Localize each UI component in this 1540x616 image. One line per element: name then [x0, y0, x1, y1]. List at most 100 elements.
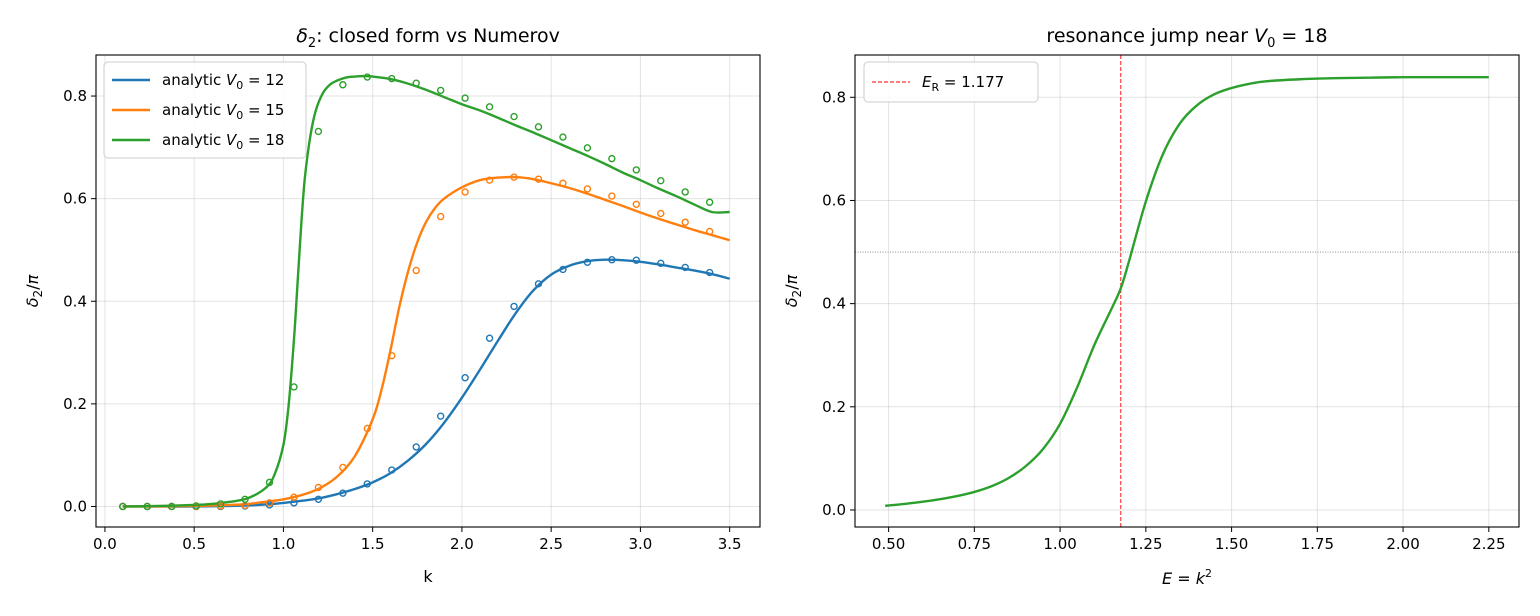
x-tick-label: 1.75	[1301, 535, 1334, 553]
y-tick-label: 0.2	[822, 398, 846, 416]
numerov-point-0	[657, 259, 665, 267]
right-y-axis-label: δ2/π	[782, 274, 804, 307]
numerov-point-2	[388, 74, 396, 83]
y-tick-label: 0.6	[822, 191, 846, 209]
numerov-point-1	[339, 463, 347, 472]
left-plot-area	[119, 73, 730, 511]
numerov-point-0	[485, 334, 494, 342]
numerov-point-2	[510, 112, 518, 121]
x-tick-label: 2.00	[1386, 535, 1419, 553]
x-tick-label: 0.5	[182, 535, 206, 553]
left-series-line-1	[122, 175, 730, 508]
y-tick-label: 0.2	[63, 395, 87, 413]
right-tick-marks	[850, 96, 1490, 532]
numerov-point-2	[143, 502, 151, 511]
x-tick-label: 1.50	[1215, 535, 1248, 553]
x-tick-label: 1.5	[361, 535, 385, 553]
numerov-point-0	[412, 443, 420, 451]
numerov-point-2	[608, 154, 616, 163]
numerov-point-2	[265, 478, 274, 487]
x-tick-label: 3.5	[718, 535, 742, 553]
numerov-point-1	[412, 266, 420, 275]
numerov-point-1	[608, 192, 616, 200]
left-chart-title: δ2: closed form vs Numerov	[296, 25, 560, 51]
numerov-point-1	[436, 212, 445, 221]
numerov-point-0	[583, 258, 592, 266]
numerov-point-1	[510, 173, 518, 181]
y-tick-label: 0.4	[822, 295, 846, 313]
x-tick-label: 1.0	[271, 535, 295, 553]
right-plot-area	[855, 55, 1519, 527]
left-y-axis-label: δ2/π	[23, 274, 45, 307]
numerov-point-0	[510, 302, 518, 311]
numerov-point-1	[534, 175, 543, 183]
numerov-point-2	[559, 133, 567, 141]
y-tick-label: 0.6	[63, 190, 87, 208]
numerov-point-1	[559, 179, 567, 187]
numerov-point-1	[314, 483, 323, 492]
numerov-point-2	[632, 166, 641, 174]
right-legend-frame	[863, 61, 1039, 103]
numerov-point-0	[436, 412, 445, 420]
x-tick-label: 0.75	[958, 535, 991, 553]
y-tick-label: 0.0	[63, 497, 87, 515]
numerov-point-2	[436, 86, 445, 95]
numerov-point-1	[583, 185, 592, 193]
numerov-point-1	[461, 188, 469, 196]
numerov-point-2	[681, 188, 689, 196]
numerov-point-0	[461, 374, 469, 382]
y-tick-label: 0.0	[822, 501, 846, 519]
y-tick-label: 0.8	[822, 88, 846, 106]
numerov-point-1	[388, 351, 396, 360]
right-chart-title: resonance jump near V0 = 18	[1046, 25, 1327, 51]
x-tick-label: 0.0	[93, 535, 117, 553]
y-tick-label: 0.4	[63, 292, 87, 310]
numerov-point-1	[485, 176, 494, 184]
numerov-point-0	[388, 466, 396, 474]
numerov-point-2	[290, 383, 298, 391]
numerov-point-0	[608, 256, 616, 264]
left-legend: analytic V0 = 12 analytic V0 = 15 analytic…	[103, 61, 307, 159]
left-tick-marks	[91, 95, 731, 532]
numerov-point-2	[216, 500, 225, 508]
left-y-tick-labels: 0.0 0.2 0.4 0.6 0.8	[63, 87, 87, 515]
numerov-point-2	[461, 94, 469, 102]
numerov-point-0	[632, 256, 641, 264]
numerov-point-1	[657, 209, 665, 218]
numerov-point-0	[363, 480, 372, 488]
left-x-tick-labels: 0.0 0.5 1.0 1.5 2.0 2.5 3.0 3.5	[93, 535, 742, 553]
y-tick-label: 0.8	[63, 87, 87, 105]
numerov-point-1	[265, 499, 274, 507]
right-x-axis-label: E = k2	[1162, 567, 1212, 588]
left-x-axis-label: k	[423, 567, 433, 586]
left-legend-label-1: analytic V0 = 15	[162, 101, 284, 122]
numerov-point-1	[632, 200, 641, 208]
left-legend-label-2: analytic V0 = 18	[162, 131, 284, 152]
right-gridlines	[855, 55, 1519, 527]
numerov-point-0	[339, 489, 347, 497]
x-tick-label: 0.50	[872, 535, 905, 553]
right-x-tick-labels: 0.50 0.75 1.00 1.25 1.50 1.75 2.00 2.25	[872, 535, 1506, 553]
x-tick-label: 2.25	[1472, 535, 1505, 553]
x-tick-label: 1.25	[1129, 535, 1162, 553]
x-tick-label: 3.0	[628, 535, 652, 553]
numerov-point-0	[705, 268, 714, 277]
numerov-point-1	[290, 493, 298, 501]
numerov-point-2	[363, 73, 372, 81]
numerov-point-0	[559, 265, 567, 274]
right-y-tick-labels: 0.0 0.2 0.4 0.6 0.8	[822, 88, 846, 519]
right-legend: ER = 1.177	[863, 61, 1039, 103]
numerov-point-0	[534, 280, 543, 288]
numerov-point-0	[314, 495, 323, 503]
left-series-line-2	[122, 74, 730, 508]
numerov-point-2	[192, 502, 200, 510]
numerov-point-2	[314, 127, 323, 136]
x-tick-label: 2.0	[450, 535, 474, 553]
right-axes-frame	[854, 54, 1520, 528]
numerov-point-0	[681, 263, 689, 272]
numerov-point-2	[412, 79, 420, 87]
numerov-point-2	[583, 144, 592, 152]
right-legend-label-0: ER = 1.177	[922, 73, 1004, 94]
x-tick-label: 2.5	[539, 535, 563, 553]
